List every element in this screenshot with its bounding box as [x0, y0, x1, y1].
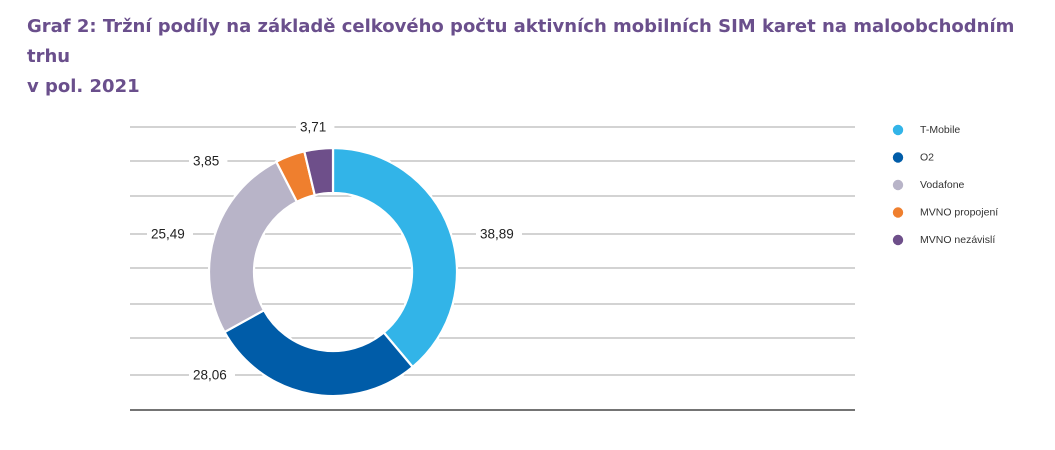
data-label-background	[189, 366, 235, 384]
legend-label: O2	[920, 152, 934, 164]
chart-title-line-2: v pol. 2021	[27, 76, 140, 97]
data-label-background	[476, 225, 522, 243]
legend-label: MVNO nezávislí	[920, 234, 995, 246]
data-label-background	[189, 152, 228, 170]
legend-item: MVNO propojení	[892, 207, 998, 219]
donut-slice-o2	[223, 308, 415, 398]
legend-label: T-Mobile	[920, 124, 960, 136]
data-label: 28,06	[193, 368, 227, 383]
legend-item: Vodafone	[892, 179, 965, 191]
donut-slice-mvno-nezávislí	[303, 146, 335, 197]
legend-marker	[892, 207, 904, 218]
data-label: 25,49	[151, 227, 185, 242]
legend-label: Vodafone	[920, 179, 965, 191]
chart-title-line-1: Graf 2: Tržní podíly na základě celkovéh…	[27, 16, 1015, 67]
legend-marker	[892, 152, 904, 163]
data-label-background	[296, 118, 335, 136]
legend-item: O2	[892, 152, 934, 164]
data-label: 3,71	[300, 120, 326, 135]
legend-item: T-Mobile	[892, 124, 960, 136]
data-label-background	[147, 225, 193, 243]
donut-slices	[207, 146, 459, 398]
legend: T-Mobile O2 Vodafone MVNO propojení MVNO nez…	[892, 124, 998, 246]
chart-title: Graf 2: Tržní podíly na základě celkovéh…	[27, 12, 1027, 102]
legend-item: MVNO nezávislí	[892, 234, 995, 246]
data-label: 3,85	[193, 154, 219, 169]
legend-marker	[892, 124, 904, 136]
legend-marker	[892, 179, 904, 191]
data-label: 38,89	[480, 227, 514, 242]
legend-label: MVNO propojení	[920, 207, 998, 219]
donut-slice-vodafone	[207, 160, 299, 334]
legend-marker	[892, 234, 904, 246]
donut-slice-t-mobile	[331, 146, 459, 369]
data-labels: 38,89 28,06 25,49 3,85 3,71	[147, 118, 522, 384]
